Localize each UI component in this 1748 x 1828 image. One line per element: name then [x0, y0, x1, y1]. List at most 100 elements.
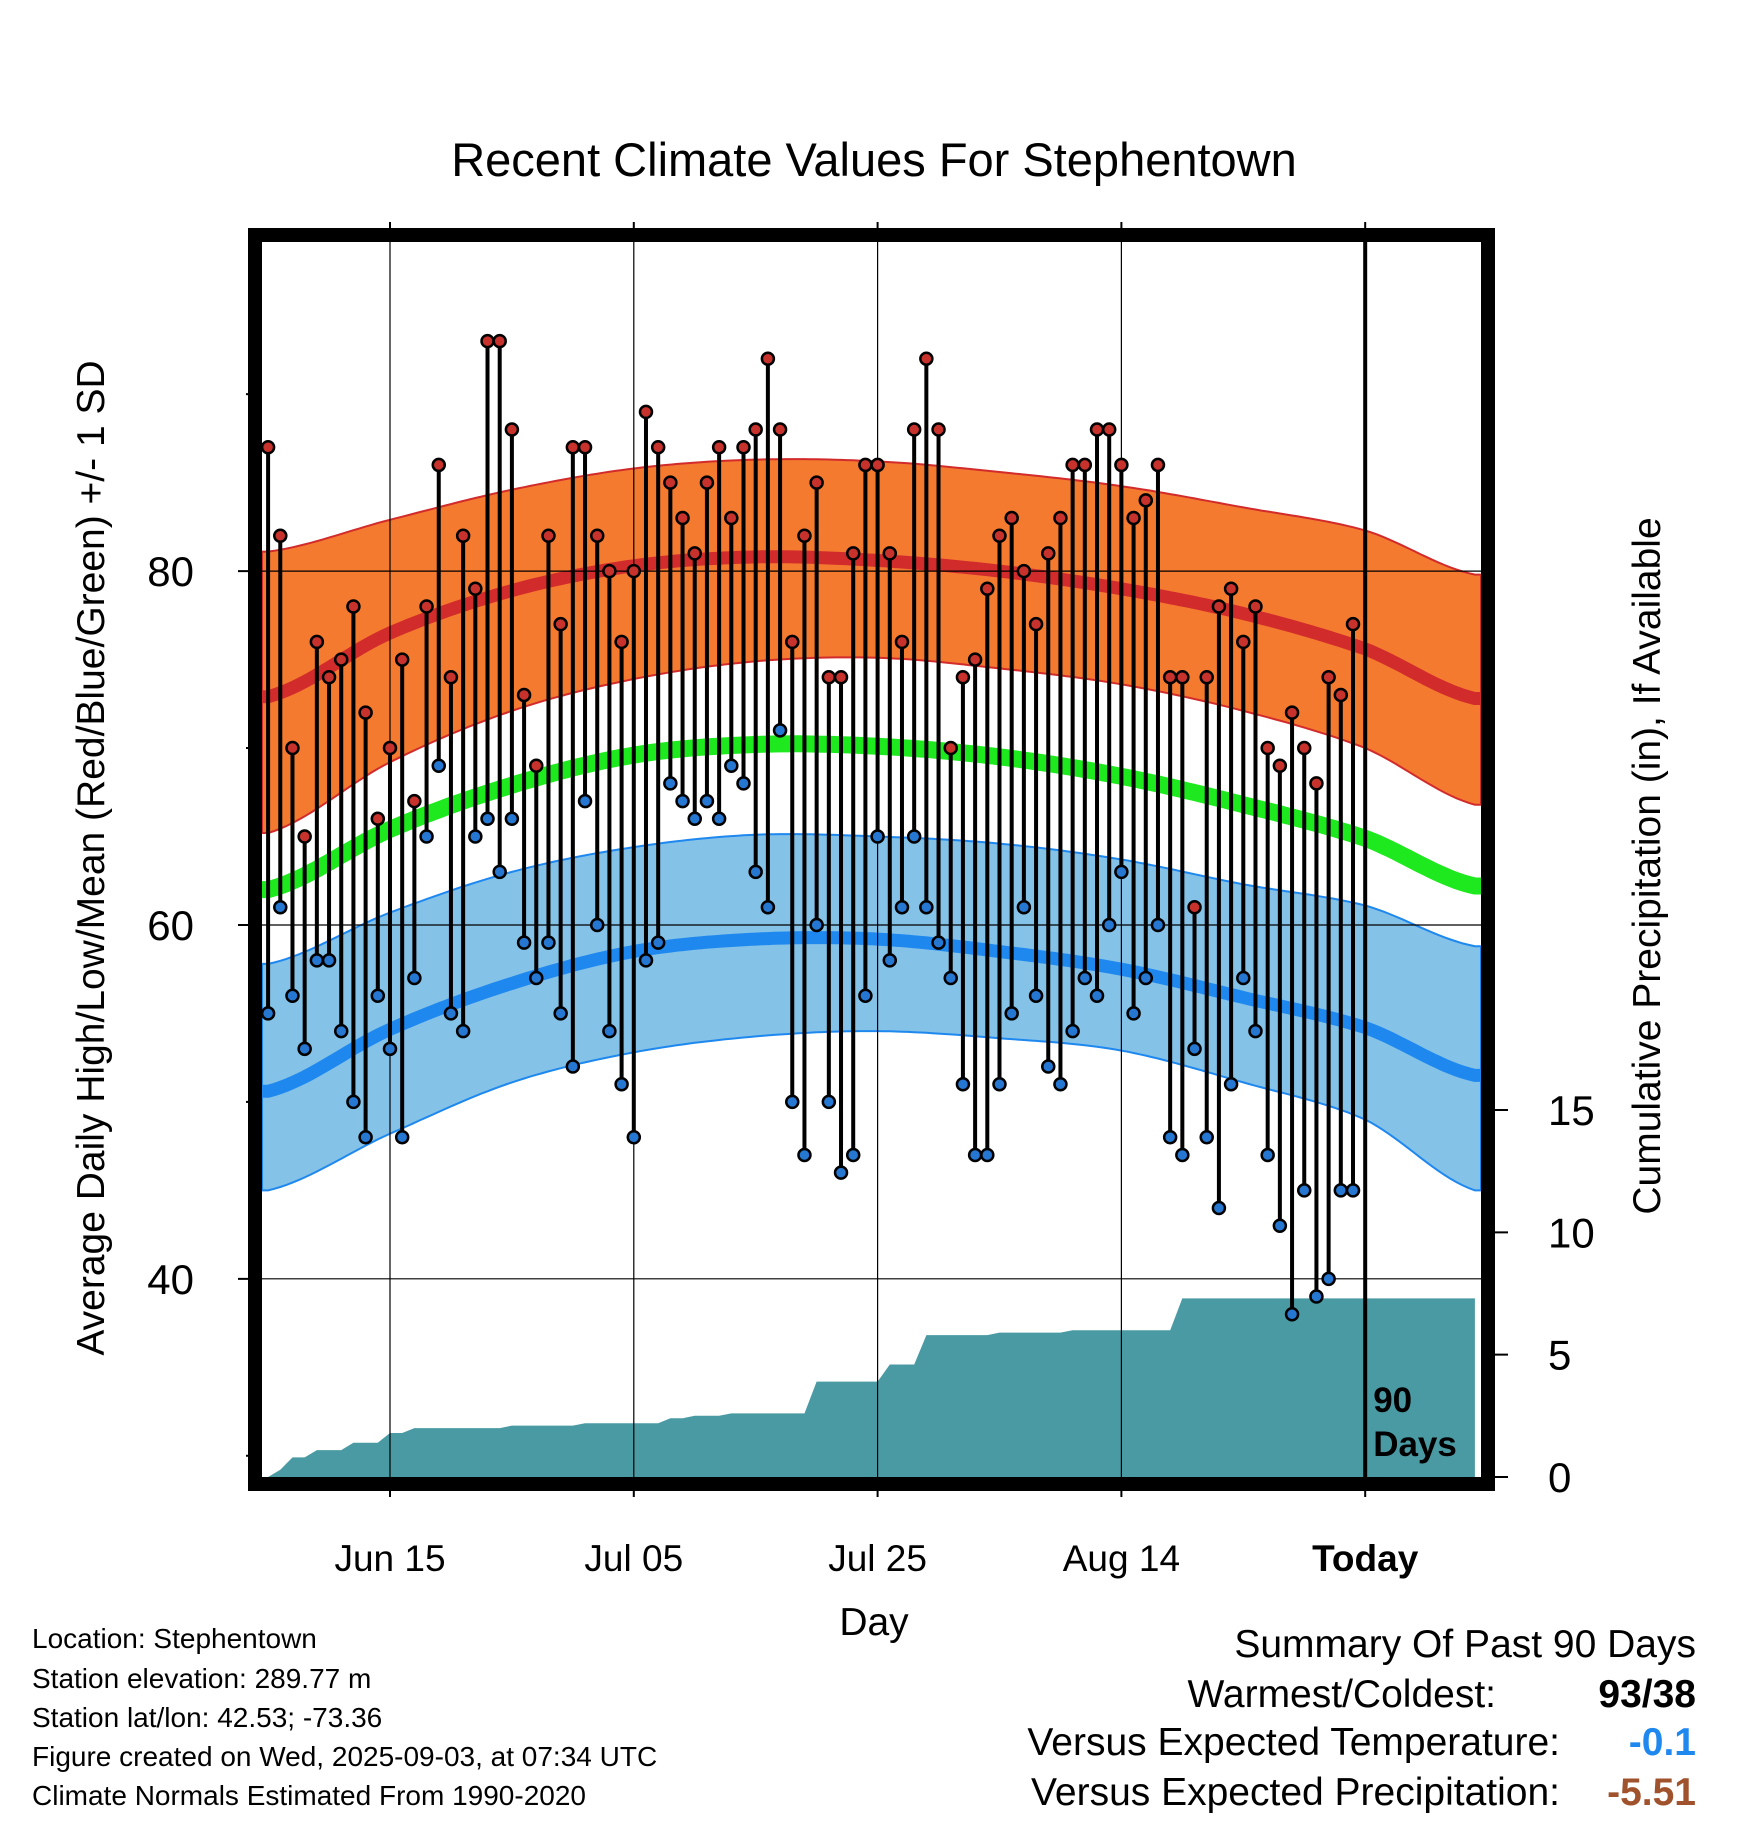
- daily-high-point: [943, 740, 958, 756]
- daily-low-point: [748, 864, 763, 880]
- daily-low-point: [1296, 1183, 1312, 1198]
- daily-low-point: [772, 723, 788, 738]
- daily-high-point: [711, 439, 727, 455]
- daily-low-point: [821, 1094, 837, 1110]
- daily-high-point: [480, 333, 495, 349]
- daily-high-point: [699, 475, 715, 490]
- x-tick-label: Today: [1312, 1538, 1419, 1579]
- daily-high-point: [1114, 457, 1129, 473]
- daily-low-point: [1089, 988, 1105, 1003]
- daily-high-point: [931, 422, 946, 437]
- today-days-label: 90: [1373, 1381, 1412, 1420]
- daily-high-point: [858, 457, 873, 473]
- daily-high-point: [724, 510, 739, 526]
- daily-high-point: [455, 528, 471, 543]
- daily-high-point: [382, 740, 398, 756]
- daily-low-point: [1223, 1076, 1239, 1092]
- daily-low-point: [809, 917, 824, 933]
- daily-high-point: [870, 457, 885, 473]
- info-elevation: Station elevation: 289.77 m: [32, 1663, 372, 1694]
- daily-low-point: [333, 1023, 349, 1039]
- daily-high-point: [1065, 457, 1080, 473]
- daily-low-point: [321, 953, 337, 968]
- daily-high-point: [967, 652, 983, 667]
- daily-low-point: [785, 1094, 800, 1110]
- daily-low-point: [711, 811, 727, 827]
- daily-low-point: [553, 1006, 568, 1021]
- daily-high-point: [394, 652, 410, 667]
- daily-low-point: [1162, 1130, 1178, 1145]
- y-right-tick-label: 5: [1548, 1332, 1571, 1379]
- daily-high-point: [1309, 776, 1324, 791]
- info-location: Location: Stephentown: [32, 1623, 317, 1654]
- daily-low-point: [1333, 1183, 1349, 1198]
- daily-low-point: [529, 970, 544, 986]
- daily-high-point: [1126, 510, 1141, 526]
- daily-low-point: [1236, 970, 1251, 986]
- daily-low-point: [1345, 1183, 1361, 1198]
- daily-high-point: [1028, 616, 1044, 632]
- daily-high-point: [785, 634, 800, 650]
- daily-high-point: [1260, 740, 1275, 756]
- daily-high-point: [1272, 758, 1288, 773]
- precipitation-area: [268, 1298, 1475, 1477]
- daily-low-point: [1138, 970, 1154, 986]
- daily-low-point: [638, 953, 654, 968]
- daily-high-point: [687, 546, 702, 561]
- daily-low-point: [967, 1147, 983, 1163]
- daily-low-point: [1065, 1023, 1080, 1039]
- daily-low-point: [1016, 900, 1032, 915]
- daily-low-point: [262, 1006, 276, 1021]
- daily-high-point: [333, 652, 349, 667]
- daily-high-point: [419, 599, 434, 614]
- daily-low-point: [443, 1006, 459, 1021]
- y-axis-label-left: Average Daily High/Low/Mean (Red/Blue/Gr…: [70, 360, 113, 1355]
- daily-low-point: [1101, 917, 1117, 933]
- daily-high-point: [638, 404, 654, 420]
- daily-low-point: [687, 811, 702, 827]
- daily-high-point: [285, 740, 300, 756]
- daily-high-point: [1284, 705, 1300, 720]
- daily-high-point: [1236, 634, 1251, 650]
- daily-high-point: [273, 528, 288, 543]
- daily-high-point: [1016, 563, 1032, 579]
- x-tick-label: Jul 25: [828, 1538, 927, 1579]
- y-right-tick-label: 0: [1548, 1454, 1571, 1501]
- daily-high-point: [1175, 670, 1190, 685]
- daily-high-point: [650, 439, 666, 455]
- daily-high-point: [1223, 581, 1239, 597]
- daily-high-point: [1321, 670, 1336, 685]
- daily-low-point: [1004, 1006, 1019, 1021]
- low-normal-band: [262, 833, 1481, 1192]
- daily-low-point: [1028, 988, 1044, 1003]
- plot-inner: 90 Days: [262, 242, 1481, 1477]
- daily-low-point: [455, 1023, 471, 1039]
- daily-low-point: [699, 793, 715, 809]
- chart-title: Recent Climate Values For Stephentown: [451, 133, 1297, 186]
- daily-high-point: [821, 670, 837, 685]
- daily-low-point: [1199, 1130, 1214, 1145]
- today-days-label: Days: [1373, 1425, 1457, 1464]
- daily-high-point: [772, 422, 788, 437]
- daily-high-point: [1162, 670, 1178, 685]
- daily-high-point: [919, 351, 934, 367]
- daily-low-point: [724, 758, 739, 773]
- daily-high-point: [809, 475, 824, 490]
- daily-high-point: [1041, 546, 1056, 561]
- daily-low-point: [1077, 970, 1093, 986]
- daily-low-point: [906, 829, 922, 844]
- daily-high-point: [1248, 599, 1263, 614]
- plot-area: 90 Days Jun 15 Jul 05 Jul 25 Aug 14 Today 40 60 8…: [147, 222, 1595, 1579]
- x-tick-label: Aug 14: [1063, 1538, 1180, 1579]
- summary-temp-label: Versus Expected Temperature:: [1027, 1721, 1560, 1764]
- daily-low-point: [1248, 1023, 1263, 1039]
- high-normal-band: [262, 458, 1481, 834]
- plot-frame: [248, 228, 1495, 1491]
- daily-low-point: [663, 776, 678, 791]
- daily-high-point: [492, 333, 507, 349]
- y-left-tick-label: 80: [147, 548, 194, 595]
- daily-high-point: [529, 758, 544, 773]
- daily-low-point: [675, 793, 690, 809]
- daily-low-point: [1150, 917, 1166, 933]
